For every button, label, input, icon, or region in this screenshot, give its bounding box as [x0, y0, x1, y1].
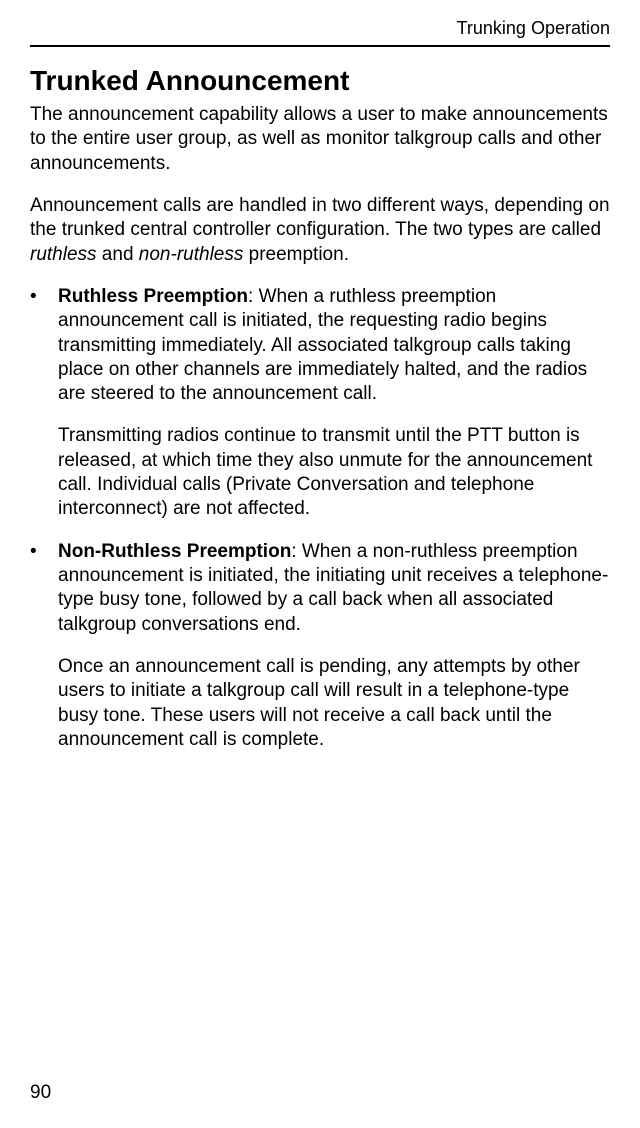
- bullet-item: • Non-Ruthless Preemption: When a non-ru…: [30, 540, 610, 753]
- page: Trunking Operation Trunked Announcement …: [0, 0, 640, 1128]
- bullet-paragraph: Ruthless Preemption: When a ruthless pre…: [58, 285, 610, 407]
- intro-paragraph: The announcement capability allows a use…: [30, 103, 610, 176]
- page-number: 90: [30, 1082, 51, 1104]
- bullet-item: • Ruthless Preemption: When a ruthless p…: [30, 285, 610, 522]
- bullet-paragraph: Once an announcement call is pending, an…: [58, 655, 610, 752]
- types-pre: Announcement calls are handled in two di…: [30, 195, 610, 240]
- page-title: Trunked Announcement: [30, 65, 610, 97]
- bullet-paragraph: Non-Ruthless Preemption: When a non-ruth…: [58, 540, 610, 637]
- bullet-marker: •: [30, 285, 58, 522]
- bullet-label: Ruthless Preemption: [58, 286, 248, 307]
- types-paragraph: Announcement calls are handled in two di…: [30, 194, 610, 267]
- bullet-paragraph: Transmitting radios continue to transmit…: [58, 424, 610, 521]
- header-section-label: Trunking Operation: [30, 18, 610, 39]
- types-em-nonruthless: non-ruthless: [139, 244, 244, 265]
- bullet-marker: •: [30, 540, 58, 753]
- types-em-ruthless: ruthless: [30, 244, 97, 265]
- bullet-label: Non-Ruthless Preemption: [58, 541, 291, 562]
- types-post: preemption.: [243, 244, 349, 265]
- bullet-body: Ruthless Preemption: When a ruthless pre…: [58, 285, 610, 522]
- bullet-body: Non-Ruthless Preemption: When a non-ruth…: [58, 540, 610, 753]
- types-mid: and: [97, 244, 139, 265]
- header-divider: [30, 45, 610, 47]
